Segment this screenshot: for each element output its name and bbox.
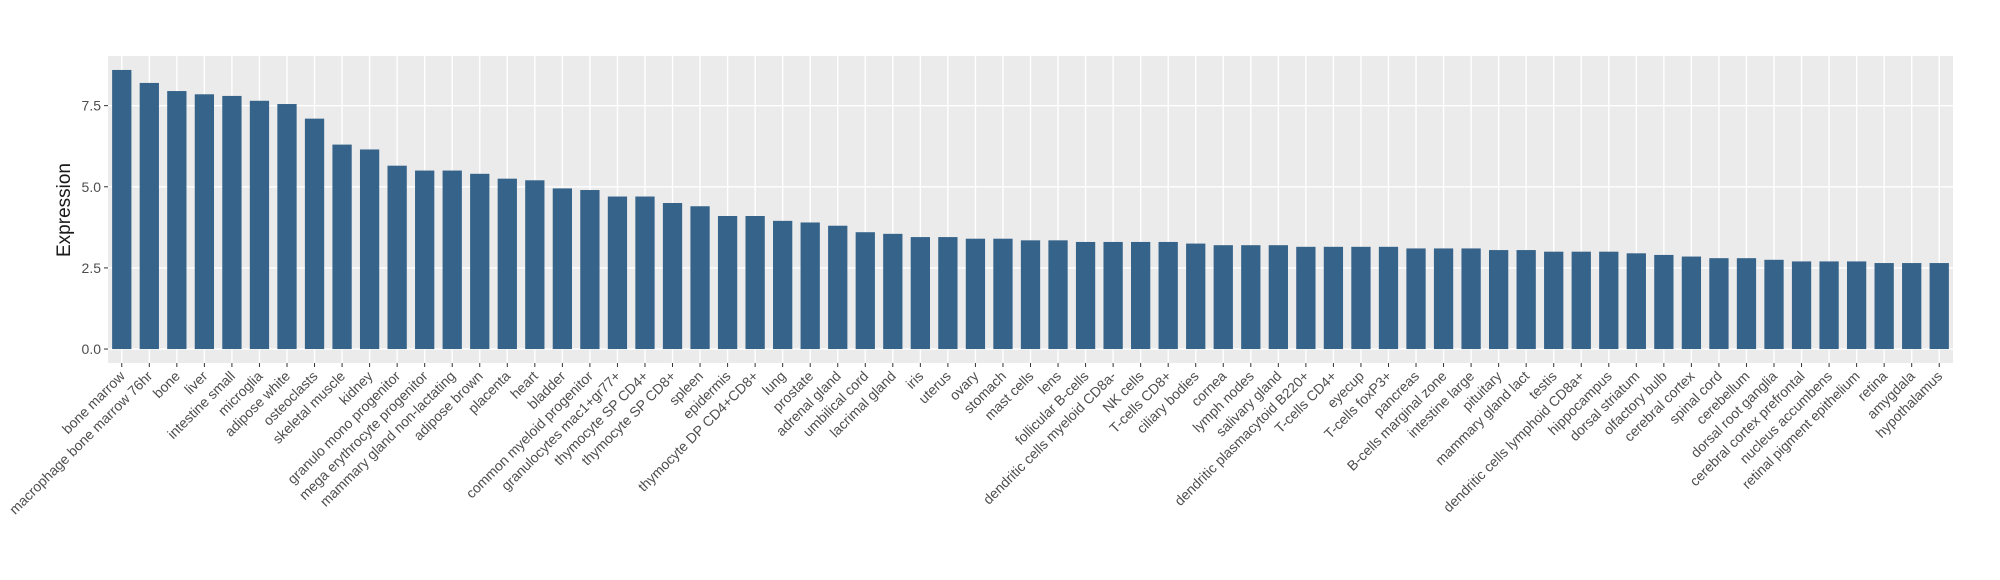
y-tick-label: 5.0 <box>82 179 102 195</box>
bar <box>359 149 380 350</box>
bar <box>910 237 930 350</box>
bar <box>1736 258 1757 350</box>
x-tick-label: bone <box>150 368 183 401</box>
bar <box>1433 248 1454 350</box>
y-tick-label: 7.5 <box>82 98 102 114</box>
bar <box>1461 248 1481 350</box>
bar <box>1075 241 1096 350</box>
bar <box>525 180 545 350</box>
bar <box>635 196 655 350</box>
bar <box>442 170 462 350</box>
bar <box>277 104 297 350</box>
bar <box>1296 246 1316 350</box>
bar <box>1131 241 1151 350</box>
bar <box>1709 258 1729 350</box>
bar <box>1874 263 1894 350</box>
bar <box>1571 251 1591 350</box>
bar <box>607 196 628 350</box>
bar <box>1406 248 1426 350</box>
bar <box>1378 246 1399 350</box>
bar <box>552 188 573 350</box>
bar <box>1791 261 1812 350</box>
bar <box>1020 240 1041 350</box>
bar <box>1516 250 1536 350</box>
bar <box>249 100 270 350</box>
bar <box>415 170 435 350</box>
bar <box>800 222 820 350</box>
x-tick-label: uterus <box>915 368 954 407</box>
x-tick-label: macrophage bone marrow 76hr <box>6 368 156 518</box>
bar <box>332 144 352 350</box>
bar <box>387 165 407 350</box>
bar <box>1764 259 1784 350</box>
bar <box>1268 245 1288 350</box>
bar <box>1351 246 1371 350</box>
bar <box>497 178 517 350</box>
bar <box>112 69 132 350</box>
bar <box>690 206 710 350</box>
y-axis-title: Expression <box>54 163 75 257</box>
bar <box>1599 251 1619 350</box>
bar <box>1654 254 1674 350</box>
bar <box>1902 263 1922 350</box>
bar <box>1929 263 1949 350</box>
bar <box>1103 241 1123 350</box>
bar <box>167 91 187 350</box>
y-tick-label: 2.5 <box>82 260 102 276</box>
bar <box>1819 261 1839 350</box>
bar <box>828 225 848 350</box>
bar <box>1213 245 1233 350</box>
bar <box>745 215 765 350</box>
bar <box>883 233 903 350</box>
bar <box>1846 261 1867 350</box>
bar <box>1048 240 1068 350</box>
bar <box>1681 256 1702 350</box>
bar <box>139 82 159 350</box>
bar <box>855 232 875 350</box>
bar <box>993 238 1013 350</box>
bar <box>194 94 215 350</box>
bar <box>470 173 490 350</box>
bar <box>965 238 986 350</box>
bar <box>1544 251 1564 350</box>
bar <box>1186 243 1206 350</box>
bar <box>717 215 738 350</box>
bar <box>1626 253 1646 350</box>
bar <box>938 237 958 350</box>
bar <box>222 95 242 350</box>
bar <box>1323 246 1344 350</box>
bar <box>304 118 325 350</box>
bar <box>773 220 793 350</box>
bar <box>662 203 683 350</box>
bar <box>1158 241 1178 350</box>
bar <box>580 190 600 350</box>
bar <box>1241 245 1261 350</box>
y-tick-label: 0.0 <box>82 341 102 357</box>
bar <box>1488 250 1509 350</box>
